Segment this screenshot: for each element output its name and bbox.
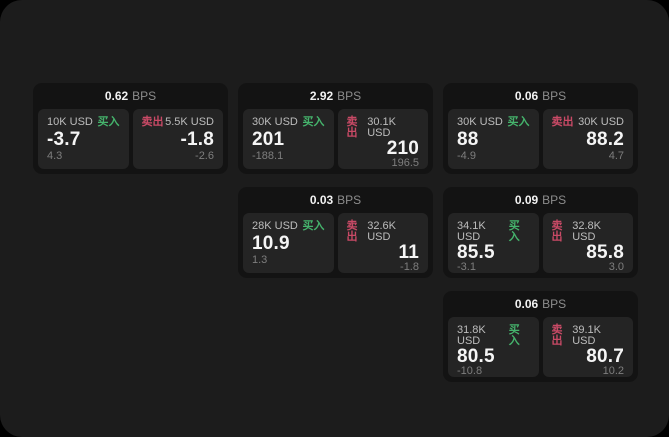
sell-panel[interactable]: 卖出 39.1K USD 80.7 10.2 <box>542 317 633 377</box>
sell-panel[interactable]: 卖出 32.6K USD 11 -1.8 <box>337 213 428 273</box>
bps-value: 0.09 <box>514 193 539 207</box>
quote-card: 0.62 BPS 10K USD 买入 -3.7 4.3 卖出 5.5K USD… <box>33 83 228 174</box>
buy-price: 88 <box>457 129 479 150</box>
sell-change: 10.2 <box>602 365 624 377</box>
buy-label: 买入 <box>97 116 120 128</box>
bps-header: 2.92 BPS <box>238 83 433 109</box>
buy-change: -10.8 <box>457 365 483 377</box>
buy-price: 10.9 <box>252 233 290 254</box>
buy-price: 201 <box>252 129 285 150</box>
bps-header: 0.62 BPS <box>33 83 228 109</box>
buy-price: 80.5 <box>457 346 495 367</box>
sell-label: 卖出 <box>346 116 358 139</box>
buy-label: 买入 <box>508 324 520 347</box>
sell-panel[interactable]: 卖出 32.8K USD 85.8 3.0 <box>542 213 633 273</box>
buy-panel[interactable]: 31.8K USD 买入 80.5 -10.8 <box>448 317 539 377</box>
sell-change: 3.0 <box>608 261 624 273</box>
sell-price: 11 <box>398 242 419 263</box>
sell-panel[interactable]: 卖出 5.5K USD -1.8 -2.6 <box>132 109 223 169</box>
sell-amount: 30K USD <box>578 116 624 128</box>
buy-panel[interactable]: 30K USD 买入 88 -4.9 <box>448 109 539 169</box>
sell-label: 卖出 <box>551 116 574 128</box>
sell-price: 88.2 <box>586 129 624 150</box>
sell-label: 卖出 <box>551 324 563 347</box>
bps-header: 0.06 BPS <box>443 83 638 109</box>
sell-panel[interactable]: 卖出 30K USD 88.2 4.7 <box>542 109 633 169</box>
buy-panel[interactable]: 34.1K USD 买入 85.5 -3.1 <box>448 213 539 273</box>
buy-amount: 28K USD <box>252 220 298 232</box>
sell-change: 196.5 <box>391 157 419 169</box>
sell-amount: 32.6K USD <box>367 220 396 243</box>
bps-unit: BPS <box>542 89 567 103</box>
bps-header: 0.06 BPS <box>443 291 638 317</box>
buy-price: -3.7 <box>47 129 81 150</box>
buy-label: 买入 <box>302 116 325 128</box>
quote-card: 2.92 BPS 30K USD 买入 201 -188.1 卖出 30.1K … <box>238 83 433 174</box>
sell-change: -2.6 <box>195 150 214 162</box>
bps-header: 0.03 BPS <box>238 187 433 213</box>
sell-panel[interactable]: 卖出 30.1K USD 210 196.5 <box>337 109 428 169</box>
sell-label: 卖出 <box>141 116 164 128</box>
sell-label: 卖出 <box>551 220 563 243</box>
bps-unit: BPS <box>337 193 362 207</box>
buy-panel[interactable]: 28K USD 买入 10.9 1.3 <box>243 213 334 273</box>
bps-value: 0.62 <box>104 89 129 103</box>
sell-amount: 5.5K USD <box>165 116 214 128</box>
bps-unit: BPS <box>337 89 362 103</box>
sell-change: 4.7 <box>608 150 624 162</box>
sell-amount: 30.1K USD <box>367 116 396 139</box>
buy-amount: 10K USD <box>47 116 93 128</box>
buy-amount: 31.8K USD <box>457 324 486 347</box>
quote-card: 0.06 BPS 30K USD 买入 88 -4.9 卖出 30K USD 8… <box>443 83 638 174</box>
bps-value: 0.03 <box>309 193 334 207</box>
buy-change: 4.3 <box>47 150 63 162</box>
sell-price: 210 <box>386 138 419 159</box>
bps-unit: BPS <box>542 297 567 311</box>
buy-panel[interactable]: 10K USD 买入 -3.7 4.3 <box>38 109 129 169</box>
quote-card: 0.09 BPS 34.1K USD 买入 85.5 -3.1 卖出 32.8K… <box>443 187 638 278</box>
buy-amount: 34.1K USD <box>457 220 486 243</box>
sell-change: -1.8 <box>400 261 419 273</box>
sell-price: 85.8 <box>586 242 624 263</box>
sell-amount: 39.1K USD <box>572 324 601 347</box>
buy-price: 85.5 <box>457 242 495 263</box>
buy-label: 买入 <box>508 220 520 243</box>
quote-card: 0.06 BPS 31.8K USD 买入 80.5 -10.8 卖出 39.1… <box>443 291 638 382</box>
buy-panel[interactable]: 30K USD 买入 201 -188.1 <box>243 109 334 169</box>
sell-price: -1.8 <box>180 129 214 150</box>
bps-value: 0.06 <box>514 89 539 103</box>
buy-change: -4.9 <box>457 150 476 162</box>
buy-change: 1.3 <box>252 254 268 266</box>
bps-unit: BPS <box>542 193 567 207</box>
sell-amount: 32.8K USD <box>572 220 601 243</box>
sell-price: 80.7 <box>586 346 624 367</box>
buy-amount: 30K USD <box>252 116 298 128</box>
buy-amount: 30K USD <box>457 116 503 128</box>
buy-change: -188.1 <box>252 150 284 162</box>
buy-label: 买入 <box>302 220 325 232</box>
bps-value: 2.92 <box>309 89 334 103</box>
bps-header: 0.09 BPS <box>443 187 638 213</box>
bps-value: 0.06 <box>514 297 539 311</box>
quote-card: 0.03 BPS 28K USD 买入 10.9 1.3 卖出 32.6K US… <box>238 187 433 278</box>
buy-change: -3.1 <box>457 261 476 273</box>
buy-label: 买入 <box>507 116 530 128</box>
sell-label: 卖出 <box>346 220 358 243</box>
bps-unit: BPS <box>132 89 157 103</box>
